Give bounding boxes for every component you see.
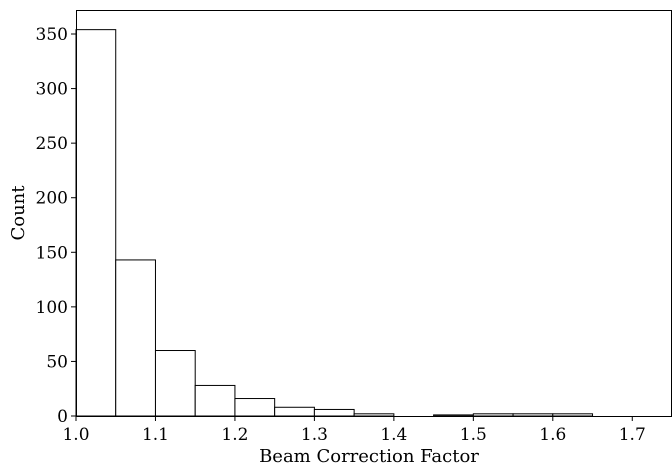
histogram-bar xyxy=(234,398,276,417)
y-tick-label: 300 xyxy=(36,80,68,100)
y-axis-label: Count xyxy=(8,185,29,241)
histogram-bar xyxy=(313,408,355,417)
histogram-bar xyxy=(552,413,594,417)
x-tick-label: 1.6 xyxy=(539,425,566,445)
y-tick-label: 150 xyxy=(36,243,68,263)
y-tick-label: 250 xyxy=(36,134,68,154)
histogram-bar xyxy=(154,350,196,417)
histogram-bar xyxy=(194,384,236,417)
y-tick-label: 100 xyxy=(36,298,68,318)
histogram-bar xyxy=(433,414,474,417)
x-axis-label: Beam Correction Factor xyxy=(259,446,479,467)
histogram-bar xyxy=(353,413,395,417)
histogram-bar xyxy=(512,413,554,417)
histogram-bar xyxy=(75,29,117,417)
x-tick-label: 1.5 xyxy=(460,425,487,445)
x-ticks-group: 1.0 1.1 1.2 1.3 1.4 1.5 1.6 1.7 xyxy=(62,416,646,445)
x-tick-label: 1.2 xyxy=(221,425,248,445)
y-tick-label: 200 xyxy=(36,189,68,209)
histogram-bar xyxy=(472,413,514,417)
x-tick-label: 1.7 xyxy=(619,425,646,445)
histogram-bar xyxy=(115,259,156,417)
y-ticks-group: 0 50 100 150 200 250 300 350 xyxy=(36,25,76,427)
histogram-bar xyxy=(274,406,315,417)
bars-group xyxy=(75,29,594,417)
x-tick-label: 1.4 xyxy=(380,425,407,445)
y-tick-label: 0 xyxy=(57,407,68,427)
x-tick-label: 1.0 xyxy=(62,425,89,445)
x-tick-label: 1.3 xyxy=(301,425,328,445)
x-tick-label: 1.1 xyxy=(142,425,169,445)
y-tick-label: 50 xyxy=(46,352,68,372)
y-tick-label: 350 xyxy=(36,25,68,45)
